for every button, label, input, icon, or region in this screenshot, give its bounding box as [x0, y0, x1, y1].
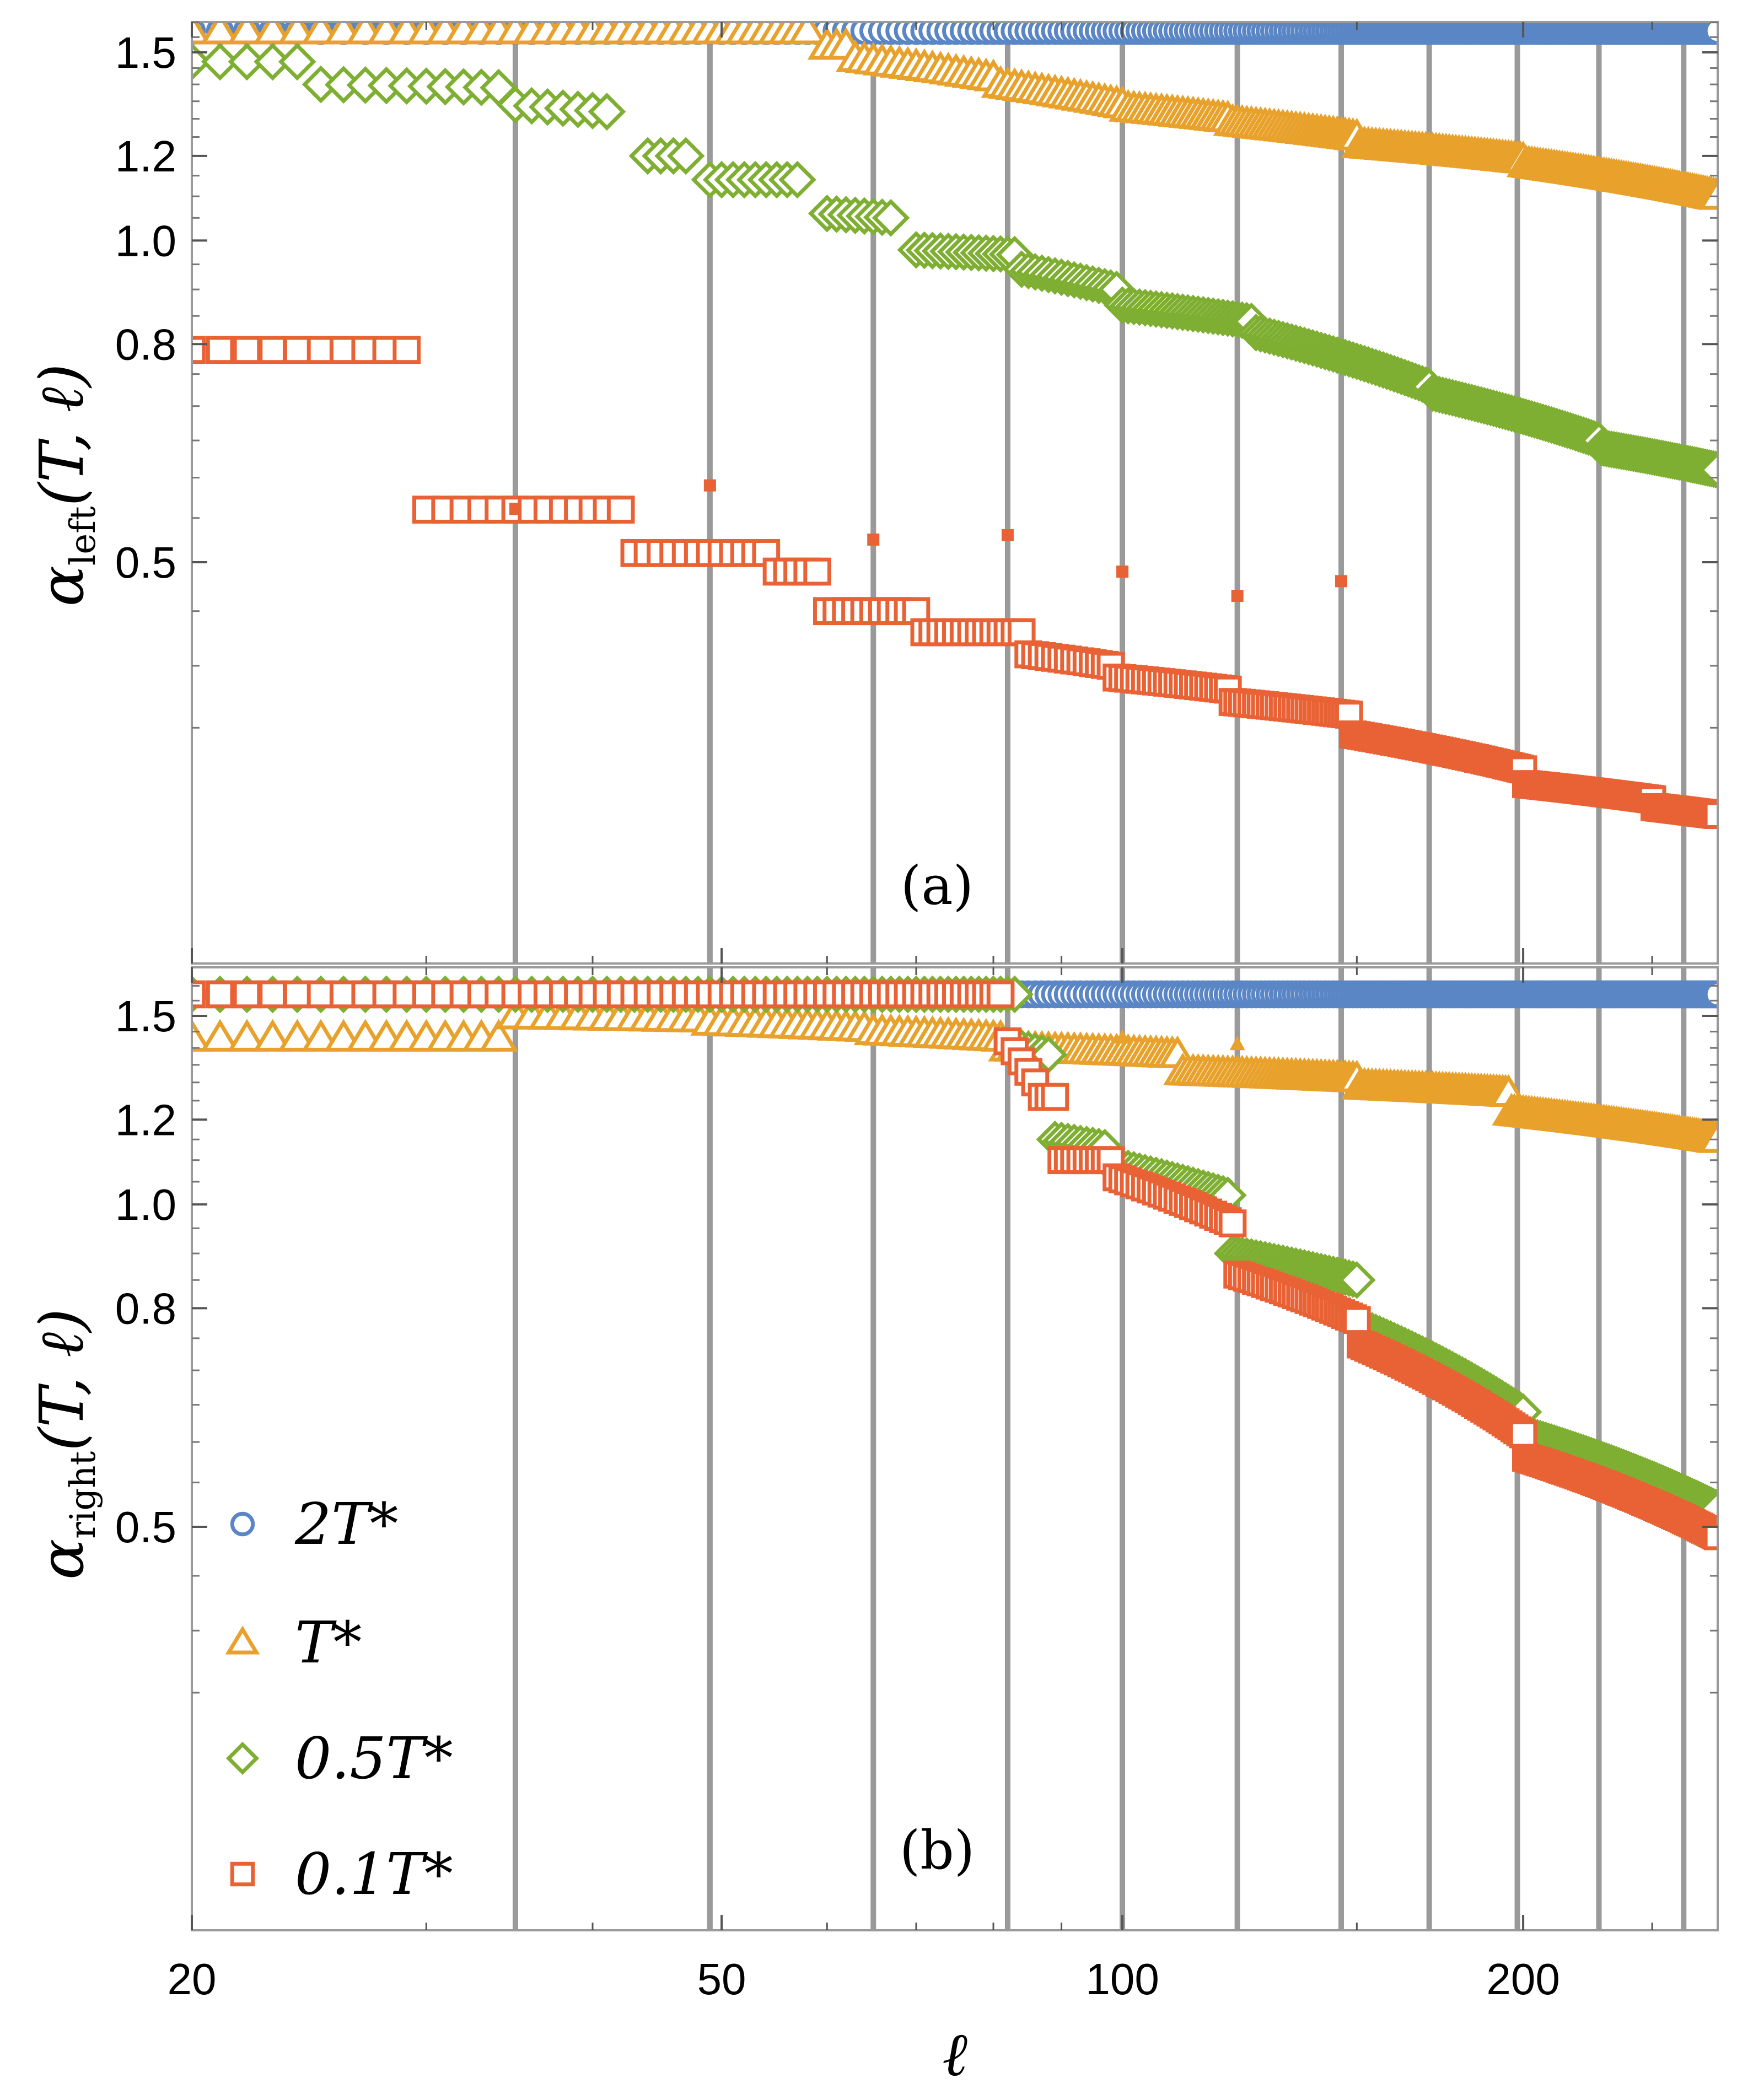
point-outlier-0.1T* [1231, 590, 1244, 602]
point-a-0.5T* [192, 42, 211, 81]
point-outlier-0.1T* [1001, 529, 1014, 541]
legend-label-0.1T*: 0.1T* [295, 1840, 453, 1908]
panel-a-y-tick-label: 1.2 [115, 132, 176, 181]
panel-a-y-tick-label: 0.8 [115, 320, 176, 369]
point-b-T* [1698, 1120, 1718, 1153]
point-a-0.5T* [778, 160, 816, 199]
point-a-T* [788, 22, 827, 45]
panel-b-plot-area [192, 975, 1718, 1551]
panel-b-y-tick-label: 1.5 [115, 992, 176, 1041]
point-a-T* [200, 22, 240, 45]
point-a-0.1T* [392, 336, 421, 364]
point-b-T* [478, 1019, 519, 1052]
point-outlier-T* [1115, 1029, 1131, 1044]
x-tick-label: 100 [1085, 1955, 1159, 2004]
legend-label-T*: T* [295, 1609, 362, 1676]
point-outlier-0.1T* [1116, 566, 1129, 578]
point-b-T* [200, 1019, 240, 1052]
point-a-0.5T* [228, 42, 266, 81]
x-tick-label: 50 [697, 1955, 746, 2004]
point-a-T* [227, 22, 267, 45]
point-a-0.5T* [588, 93, 626, 131]
panel-b-y-tick-label: 1.0 [115, 1180, 176, 1229]
point-b-0.1T* [1218, 1209, 1247, 1237]
legend-marker-0.1T* [230, 1861, 255, 1887]
point-a-0.5T* [254, 42, 292, 81]
x-tick-label: 20 [168, 1955, 217, 2004]
panel-b-y-axis-label: αright(T, ℓ) [26, 1309, 104, 1580]
point-a-0.1T* [1007, 618, 1036, 647]
point-a-T* [253, 22, 293, 45]
panel-a-y-axis-label: αleft(T, ℓ) [26, 364, 104, 607]
panel-b-y-tick-label: 0.5 [115, 1503, 176, 1552]
point-a-0.5T* [201, 42, 239, 81]
point-a-0.1T* [259, 336, 287, 364]
point-outlier-0.1T* [509, 503, 521, 515]
x-tick-label: 200 [1486, 1955, 1559, 2004]
point-outlier-T* [1229, 1036, 1245, 1051]
point-b-T* [277, 1019, 317, 1052]
point-b-0.1T* [986, 980, 1015, 1009]
point-b-0.1T* [206, 980, 234, 1009]
point-outlier-0.1T* [1335, 575, 1348, 588]
point-a-0.1T* [803, 557, 832, 586]
point-b-T* [192, 1019, 212, 1052]
point-a-0.1T* [233, 336, 261, 364]
point-outlier-0.1T* [867, 533, 880, 546]
point-b-0.1T* [1509, 1420, 1537, 1449]
point-b-0.1T* [1041, 1083, 1069, 1111]
point-a-T* [1698, 177, 1718, 210]
point-b-T* [227, 1019, 267, 1052]
point-b-0.5T* [1338, 1261, 1376, 1299]
panel-a-label: (a) [901, 855, 974, 917]
legend-marker-T* [225, 1625, 260, 1655]
point-b-0.1T* [233, 980, 261, 1009]
panel-b-y-tick-label: 1.2 [115, 1095, 176, 1144]
point-b-0.1T* [306, 980, 335, 1009]
point-outlier-0.1T* [703, 479, 716, 492]
point-a-0.5T* [666, 137, 705, 175]
point-b-0.1T* [283, 980, 311, 1009]
point-a-0.5T* [278, 42, 316, 81]
panel-b-y-tick-label: 0.8 [115, 1284, 176, 1333]
point-a-0.1T* [306, 336, 335, 364]
panel-b-frame [191, 966, 1719, 1931]
panel-a-plot-area [192, 22, 1718, 829]
point-a-0.5T* [872, 198, 910, 237]
legend-marker-0.5T* [225, 1741, 260, 1775]
point-b-0.1T* [259, 980, 287, 1009]
point-a-0.1T* [206, 336, 234, 364]
panel-a-y-tick-label: 0.5 [115, 538, 176, 587]
panel-b-label: (b) [900, 1820, 975, 1881]
point-b-T* [253, 1019, 293, 1052]
point-a-0.1T* [606, 496, 635, 524]
legend-label-0.5T*: 0.5T* [295, 1725, 453, 1792]
point-a-0.1T* [283, 336, 311, 364]
point-a-T* [277, 22, 317, 45]
x-axis-label: ℓ [942, 2019, 967, 2090]
point-b-0.1T* [1343, 1306, 1371, 1334]
legend-label-2T*: 2T* [294, 1490, 399, 1558]
point-b-T* [301, 1019, 341, 1052]
panel-a-y-tick-label: 1.0 [115, 216, 176, 265]
panel-a-frame [191, 21, 1719, 965]
panel-a-y-tick-label: 1.5 [115, 28, 176, 77]
legend-marker-2T* [230, 1511, 255, 1537]
